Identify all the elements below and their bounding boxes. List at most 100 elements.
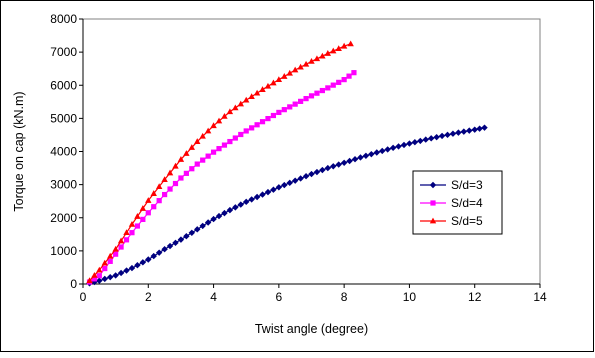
data-point bbox=[243, 198, 250, 206]
data-point bbox=[107, 273, 114, 281]
data-point bbox=[429, 217, 437, 224]
data-point bbox=[128, 220, 136, 227]
data-point bbox=[449, 130, 457, 137]
data-point bbox=[91, 276, 98, 282]
data-point bbox=[96, 273, 102, 279]
data-point bbox=[194, 161, 200, 167]
x-tick-label: 6 bbox=[276, 290, 283, 304]
data-point bbox=[177, 236, 185, 243]
data-point bbox=[253, 89, 261, 96]
x-tick-label: 8 bbox=[341, 290, 348, 304]
data-point bbox=[199, 222, 206, 230]
data-point bbox=[118, 244, 124, 250]
data-point bbox=[210, 149, 217, 155]
data-point bbox=[330, 47, 337, 54]
legend-item: S/d=3 bbox=[420, 178, 483, 192]
data-point bbox=[123, 267, 130, 274]
data-point bbox=[411, 139, 419, 146]
data-point bbox=[145, 197, 152, 203]
data-point bbox=[389, 144, 397, 152]
y-tick-label: 1000 bbox=[50, 244, 77, 258]
data-point bbox=[107, 252, 114, 259]
data-point bbox=[194, 138, 201, 144]
legend-label: S/d=4 bbox=[451, 196, 483, 210]
data-point bbox=[275, 76, 283, 83]
data-point bbox=[183, 170, 189, 176]
data-point bbox=[237, 201, 244, 208]
data-point bbox=[204, 219, 212, 226]
data-point bbox=[281, 107, 287, 113]
x-tick-label: 12 bbox=[468, 290, 482, 304]
data-point bbox=[438, 132, 446, 140]
data-point bbox=[162, 191, 168, 198]
data-point bbox=[346, 73, 352, 79]
data-point bbox=[265, 115, 271, 122]
data-point bbox=[351, 70, 357, 76]
data-point bbox=[161, 176, 168, 183]
data-point bbox=[362, 152, 370, 160]
y-tick-label: 7000 bbox=[50, 45, 77, 59]
data-point bbox=[406, 140, 413, 147]
x-axis-title: Twist angle (degree) bbox=[255, 322, 368, 336]
data-point bbox=[308, 170, 315, 178]
data-point bbox=[151, 204, 157, 210]
data-point bbox=[460, 128, 468, 135]
data-point bbox=[177, 156, 185, 162]
data-point bbox=[264, 188, 272, 196]
data-point bbox=[373, 149, 380, 156]
x-tick-label: 4 bbox=[210, 290, 217, 304]
data-point bbox=[466, 127, 473, 134]
data-point bbox=[292, 101, 298, 107]
data-point bbox=[199, 132, 206, 139]
data-point bbox=[291, 66, 299, 73]
data-point bbox=[178, 175, 184, 181]
data-point bbox=[319, 166, 326, 174]
data-point bbox=[400, 141, 408, 149]
data-point bbox=[237, 100, 244, 107]
data-point bbox=[210, 122, 217, 129]
data-point bbox=[215, 117, 223, 124]
data-point bbox=[232, 204, 239, 211]
data-point bbox=[150, 190, 157, 196]
data-point bbox=[313, 55, 321, 62]
data-point bbox=[216, 146, 222, 152]
y-tick-label: 4000 bbox=[50, 145, 77, 159]
data-point bbox=[308, 93, 315, 99]
data-point bbox=[248, 196, 255, 203]
data-point bbox=[330, 163, 337, 170]
data-point bbox=[286, 179, 293, 187]
data-point bbox=[308, 58, 315, 64]
series-line bbox=[89, 127, 485, 284]
data-point bbox=[150, 252, 157, 260]
data-point bbox=[430, 200, 436, 206]
data-point bbox=[166, 242, 174, 250]
data-point bbox=[117, 237, 125, 244]
data-point bbox=[422, 136, 429, 143]
data-point bbox=[379, 147, 386, 155]
y-axis-title: Torque on cap (kN.m) bbox=[12, 91, 26, 211]
data-point bbox=[270, 186, 277, 193]
data-point bbox=[313, 168, 321, 176]
y-tick-label: 5000 bbox=[50, 111, 77, 125]
data-point bbox=[227, 138, 233, 145]
data-point bbox=[134, 262, 141, 269]
data-point bbox=[221, 112, 228, 119]
data-point bbox=[166, 169, 174, 176]
data-point bbox=[139, 259, 147, 266]
data-point bbox=[243, 96, 250, 103]
x-tick-label: 14 bbox=[533, 290, 547, 304]
data-point bbox=[429, 181, 437, 189]
legend-item: S/d=4 bbox=[420, 196, 483, 210]
data-point bbox=[249, 125, 255, 131]
data-point bbox=[155, 249, 163, 256]
data-point bbox=[215, 212, 223, 220]
data-point bbox=[253, 193, 261, 201]
data-point bbox=[259, 86, 266, 92]
data-point bbox=[303, 96, 309, 102]
data-point bbox=[330, 82, 336, 88]
y-tick-label: 0 bbox=[70, 277, 77, 291]
data-point bbox=[101, 275, 108, 283]
data-point bbox=[161, 246, 168, 253]
data-point bbox=[172, 162, 179, 169]
data-point bbox=[395, 143, 402, 150]
